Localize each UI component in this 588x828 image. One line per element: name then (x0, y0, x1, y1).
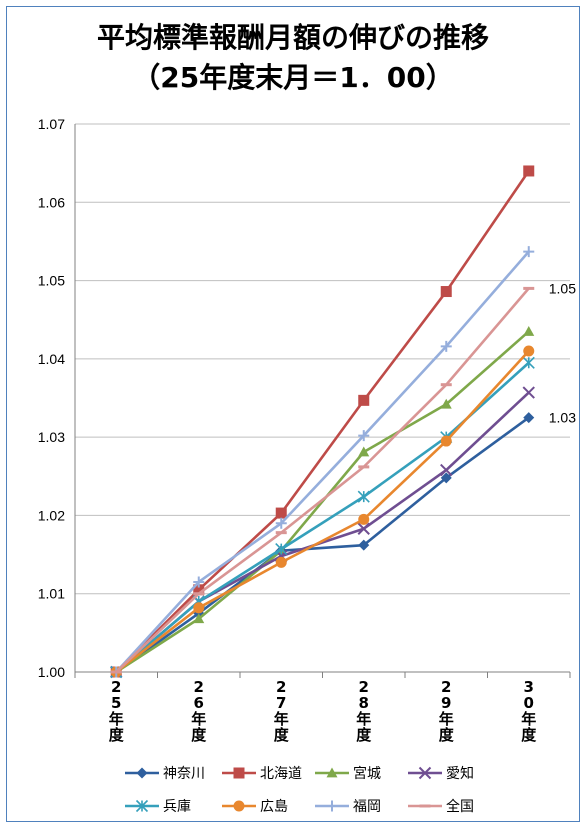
x-tick-label: 年 (109, 710, 124, 728)
x-tick-label: 9 (441, 694, 451, 712)
x-tick-label: 3 (524, 678, 534, 696)
legend-marker (233, 767, 245, 779)
y-tick-label: 1.04 (38, 351, 65, 367)
data-point (523, 165, 535, 177)
x-tick-label: 年 (274, 710, 289, 728)
data-point (193, 602, 205, 614)
legend-label: 北海道 (260, 766, 302, 782)
legend-marker (418, 766, 432, 780)
x-tick-label: 5 (111, 694, 121, 712)
data-point (275, 517, 287, 529)
x-tick-label: 年 (439, 710, 454, 728)
chart-title-line1: 平均標準報酬月額の伸びの推移 (96, 21, 489, 54)
series-line (115, 170, 530, 673)
data-point (440, 286, 452, 298)
data-point (357, 522, 370, 535)
legend-marker (136, 767, 148, 779)
series-line (115, 330, 530, 674)
data-point (358, 513, 370, 525)
series-line (115, 350, 530, 674)
data-point (440, 340, 452, 352)
legend-marker (233, 800, 245, 812)
data-point (440, 472, 452, 484)
legend-label: 愛知 (446, 765, 474, 782)
x-tick-label: 8 (359, 694, 369, 712)
x-tick-label: 度 (109, 726, 125, 744)
y-tick-label: 1.02 (38, 507, 65, 523)
x-tick-label: 2 (111, 678, 121, 696)
x-tick-label: 2 (194, 678, 204, 696)
y-tick-label: 1.05 (38, 273, 65, 289)
legend-label: 神奈川 (163, 766, 205, 782)
x-tick-label: 度 (356, 726, 372, 744)
data-point (358, 446, 370, 457)
series-line (115, 250, 530, 673)
data-point (275, 543, 288, 556)
data-point (523, 246, 535, 258)
data-point (193, 613, 205, 624)
data-point (358, 430, 370, 442)
chart-title: 平均標準報酬月額の伸びの推移 （25年度末月＝1．00） (6, 18, 580, 98)
data-point (358, 539, 370, 551)
x-tick-label: 年 (356, 710, 371, 728)
legend-label: 広島 (260, 799, 288, 815)
series-line (115, 287, 530, 673)
legend-marker (326, 800, 338, 812)
legend-label: 宮城 (353, 766, 381, 782)
legend-label: 全国 (446, 798, 474, 815)
data-point (522, 356, 535, 369)
data-point (193, 584, 205, 596)
data-point (358, 394, 370, 406)
x-tick-label: 2 (441, 678, 451, 696)
data-point (523, 325, 535, 336)
data-label: 1.03 (549, 410, 576, 426)
x-tick-label: 度 (274, 726, 290, 744)
x-tick-label: 年 (191, 710, 206, 728)
series-line (115, 391, 530, 673)
x-tick-label: 2 (276, 678, 286, 696)
data-point (523, 412, 535, 424)
chart-title-line2: （25年度末月＝1．00） (132, 61, 454, 94)
legend-label: 福岡 (353, 799, 381, 815)
data-point (275, 556, 287, 568)
legend-label: 兵庫 (163, 798, 191, 815)
x-tick-label: 6 (194, 694, 204, 712)
data-point (523, 345, 535, 357)
series-line (115, 416, 530, 674)
data-point (357, 490, 370, 503)
x-tick-label: 度 (521, 726, 537, 744)
x-tick-label: 度 (439, 726, 455, 744)
data-point (440, 398, 452, 409)
y-tick-label: 1.03 (38, 429, 65, 445)
series-line (115, 361, 530, 673)
x-tick-label: 年 (521, 710, 536, 728)
legend-marker (135, 799, 149, 813)
x-tick-label: 7 (276, 694, 286, 712)
chart-frame (6, 6, 580, 822)
data-point (440, 435, 452, 447)
y-tick-label: 1.01 (38, 586, 65, 602)
data-label: 1.05 (549, 280, 576, 296)
x-tick-label: 0 (524, 694, 534, 712)
y-tick-label: 1.00 (38, 664, 65, 680)
x-tick-label: 度 (191, 726, 207, 744)
legend-marker (326, 767, 338, 778)
y-tick-label: 1.06 (38, 194, 65, 210)
x-tick-label: 2 (359, 678, 369, 696)
data-point (193, 576, 205, 588)
data-point (275, 507, 287, 519)
data-point (440, 463, 453, 477)
y-tick-label: 1.07 (38, 116, 65, 132)
data-point (522, 386, 535, 399)
